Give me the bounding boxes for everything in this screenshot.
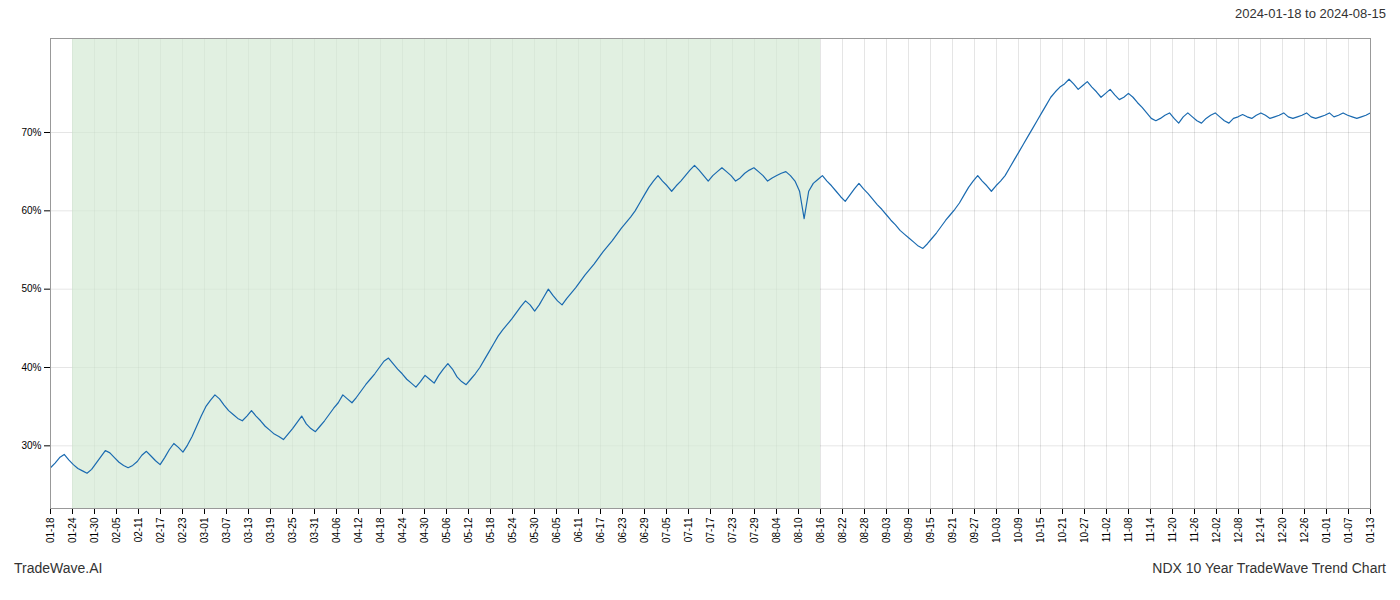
html-text:TradeWave.AI: TradeWave.AI — [14, 560, 103, 576]
svg-text:06-17: 06-17 — [595, 517, 606, 543]
svg-text:12-20: 12-20 — [1277, 517, 1288, 543]
svg-text:09-15: 09-15 — [925, 517, 936, 543]
svg-text:03-31: 03-31 — [309, 517, 320, 543]
svg-text:10-27: 10-27 — [1079, 517, 1090, 543]
svg-text:05-06: 05-06 — [441, 517, 452, 543]
svg-text:06-23: 06-23 — [617, 517, 628, 543]
svg-text:12-26: 12-26 — [1299, 517, 1310, 543]
html-text:NDX 10 Year TradeWave Trend Ch: NDX 10 Year TradeWave Trend Chart — [1152, 560, 1386, 576]
svg-text:11-08: 11-08 — [1123, 517, 1134, 542]
svg-text:01-18: 01-18 — [45, 517, 56, 543]
svg-text:03-25: 03-25 — [287, 517, 298, 543]
svg-text:02-23: 02-23 — [177, 517, 188, 543]
svg-text:03-07: 03-07 — [221, 517, 232, 543]
svg-text:50%: 50% — [21, 283, 41, 294]
svg-text:04-24: 04-24 — [397, 517, 408, 543]
svg-text:07-23: 07-23 — [727, 517, 738, 543]
svg-text:02-11: 02-11 — [133, 517, 144, 542]
svg-text:09-09: 09-09 — [903, 517, 914, 543]
svg-text:08-16: 08-16 — [815, 517, 826, 543]
html-text:2024-01-18 to 2024-08-15: 2024-01-18 to 2024-08-15 — [1234, 6, 1386, 21]
svg-text:08-22: 08-22 — [837, 517, 848, 543]
svg-text:09-27: 09-27 — [969, 517, 980, 543]
svg-text:08-10: 08-10 — [793, 517, 804, 543]
svg-text:04-18: 04-18 — [375, 517, 386, 543]
svg-text:30%: 30% — [21, 440, 41, 451]
svg-text:11-26: 11-26 — [1189, 517, 1200, 542]
svg-text:01-30: 01-30 — [89, 517, 100, 543]
svg-text:11-14: 11-14 — [1145, 517, 1156, 542]
svg-text:04-06: 04-06 — [331, 517, 342, 543]
svg-text:07-05: 07-05 — [661, 517, 672, 543]
svg-text:11-02: 11-02 — [1101, 517, 1112, 542]
svg-text:08-04: 08-04 — [771, 517, 782, 543]
svg-text:12-02: 12-02 — [1211, 517, 1222, 543]
svg-text:04-12: 04-12 — [353, 517, 364, 543]
svg-text:03-01: 03-01 — [199, 517, 210, 543]
svg-text:01-07: 01-07 — [1343, 517, 1354, 543]
svg-text:40%: 40% — [21, 362, 41, 373]
svg-text:10-03: 10-03 — [991, 517, 1002, 543]
svg-text:01-01: 01-01 — [1321, 517, 1332, 543]
svg-text:05-18: 05-18 — [485, 517, 496, 543]
svg-text:03-13: 03-13 — [243, 517, 254, 543]
svg-text:05-24: 05-24 — [507, 517, 518, 543]
svg-text:04-30: 04-30 — [419, 517, 430, 543]
svg-text:70%: 70% — [21, 127, 41, 138]
svg-text:12-08: 12-08 — [1233, 517, 1244, 543]
svg-text:07-11: 07-11 — [683, 517, 694, 542]
svg-text:10-15: 10-15 — [1035, 517, 1046, 543]
svg-text:09-21: 09-21 — [947, 517, 958, 543]
svg-text:11-20: 11-20 — [1167, 517, 1178, 542]
svg-text:02-17: 02-17 — [155, 517, 166, 543]
svg-text:07-29: 07-29 — [749, 517, 760, 543]
svg-text:60%: 60% — [21, 205, 41, 216]
svg-text:02-05: 02-05 — [111, 517, 122, 543]
svg-text:10-09: 10-09 — [1013, 517, 1024, 543]
svg-text:07-17: 07-17 — [705, 517, 716, 543]
svg-text:03-19: 03-19 — [265, 517, 276, 543]
svg-text:08-28: 08-28 — [859, 517, 870, 543]
svg-text:06-29: 06-29 — [639, 517, 650, 543]
svg-text:01-24: 01-24 — [67, 517, 78, 543]
svg-text:05-12: 05-12 — [463, 517, 474, 543]
svg-text:12-14: 12-14 — [1255, 517, 1266, 543]
svg-text:01-13: 01-13 — [1365, 517, 1376, 543]
svg-text:06-05: 06-05 — [551, 517, 562, 543]
svg-text:05-30: 05-30 — [529, 517, 540, 543]
svg-text:06-11: 06-11 — [573, 517, 584, 542]
svg-text:09-03: 09-03 — [881, 517, 892, 543]
svg-text:10-21: 10-21 — [1057, 517, 1068, 543]
